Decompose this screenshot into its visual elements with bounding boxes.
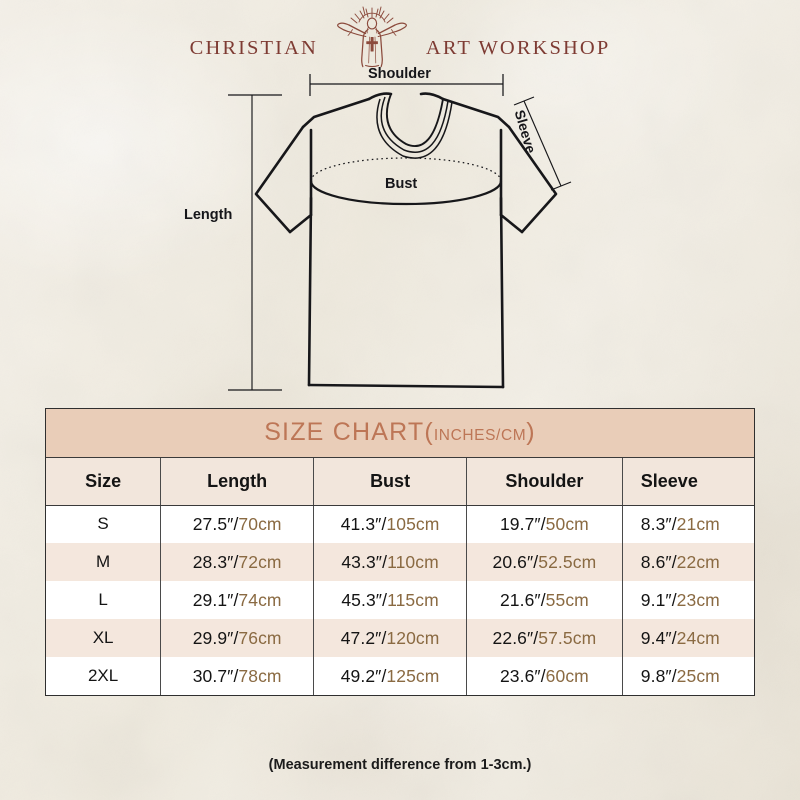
cell-bust: 45.3″/115cm — [313, 581, 467, 619]
table-row: M 28.3″/72cm 43.3″/110cm 20.6″/52.5cm 8.… — [46, 543, 754, 581]
bust-label: Bust — [385, 176, 418, 192]
column-header-sleeve: Sleeve — [621, 458, 754, 506]
table-row: XL 29.9″/76cm 47.2″/120cm 22.6″/57.5cm 9… — [46, 619, 754, 657]
cell-shoulder: 21.6″/55cm — [466, 581, 623, 619]
cell-bust: 43.3″/110cm — [313, 543, 467, 581]
title-open-paren: ( — [424, 418, 434, 446]
cell-shoulder: 19.7″/50cm — [466, 505, 623, 543]
shoulder-dimension-line — [309, 74, 504, 96]
table-header-row: Size Length Bust Shoulder Sleeve — [46, 458, 754, 506]
cell-length: 29.1″/74cm — [160, 581, 314, 619]
length-dimension-line — [228, 94, 282, 391]
cell-bust: 47.2″/120cm — [313, 619, 467, 657]
cell-sleeve: 8.3″/21cm — [621, 505, 754, 543]
cell-size: S — [46, 505, 161, 543]
cell-length: 27.5″/70cm — [160, 505, 314, 543]
table-row: S 27.5″/70cm 41.3″/105cm 19.7″/50cm 8.3″… — [46, 505, 754, 543]
cell-length: 30.7″/78cm — [160, 657, 314, 695]
risen-christ-cross-icon — [336, 6, 407, 68]
cell-shoulder: 22.6″/57.5cm — [466, 619, 623, 657]
cell-size: M — [46, 543, 161, 581]
cell-sleeve: 9.4″/24cm — [621, 619, 754, 657]
table-row: 2XL 30.7″/78cm 49.2″/125cm 23.6″/60cm 9.… — [46, 657, 754, 695]
size-chart-table: Size Length Bust Shoulder Sleeve S 27.5″… — [46, 458, 754, 695]
sleeve-dimension-line — [513, 96, 572, 191]
column-header-shoulder: Shoulder — [466, 458, 623, 506]
measurement-disclaimer: (Measurement difference from 1-3cm.) — [268, 757, 532, 773]
shoulder-label: Shoulder — [368, 66, 431, 82]
cell-shoulder: 20.6″/52.5cm — [466, 543, 623, 581]
length-label: Length — [184, 207, 233, 223]
title-close-paren: ) — [526, 418, 536, 446]
size-chart-title: SIZE CHART(INCHES/CM) — [46, 409, 754, 458]
size-chart: SIZE CHART(INCHES/CM) Size Length Bust S… — [45, 408, 755, 696]
brand-word-right: ART WORKSHOP — [425, 36, 611, 59]
brand-logo: CHRISTIAN — [0, 4, 800, 70]
cell-sleeve: 9.1″/23cm — [621, 581, 754, 619]
tshirt-measurement-diagram — [228, 74, 572, 391]
cell-bust: 49.2″/125cm — [313, 657, 467, 695]
tshirt-outline — [254, 92, 558, 389]
cell-size: L — [46, 581, 161, 619]
cell-size: XL — [46, 619, 161, 657]
brand-word-left: CHRISTIAN — [189, 36, 318, 59]
size-chart-title-unit: INCHES/CM — [433, 427, 527, 444]
column-header-length: Length — [160, 458, 314, 506]
cell-size: 2XL — [46, 657, 161, 695]
cell-length: 29.9″/76cm — [160, 619, 314, 657]
column-header-size: Size — [46, 458, 161, 506]
cell-bust: 41.3″/105cm — [313, 505, 467, 543]
cell-length: 28.3″/72cm — [160, 543, 314, 581]
cell-sleeve: 9.8″/25cm — [621, 657, 754, 695]
column-header-bust: Bust — [313, 458, 467, 506]
table-row: L 29.1″/74cm 45.3″/115cm 21.6″/55cm 9.1″… — [46, 581, 754, 619]
bust-ellipse — [309, 157, 503, 206]
cell-sleeve: 8.6″/22cm — [621, 543, 754, 581]
collar-ribbing — [376, 96, 453, 159]
cell-shoulder: 23.6″/60cm — [466, 657, 623, 695]
size-chart-title-main: SIZE CHART — [264, 418, 425, 446]
